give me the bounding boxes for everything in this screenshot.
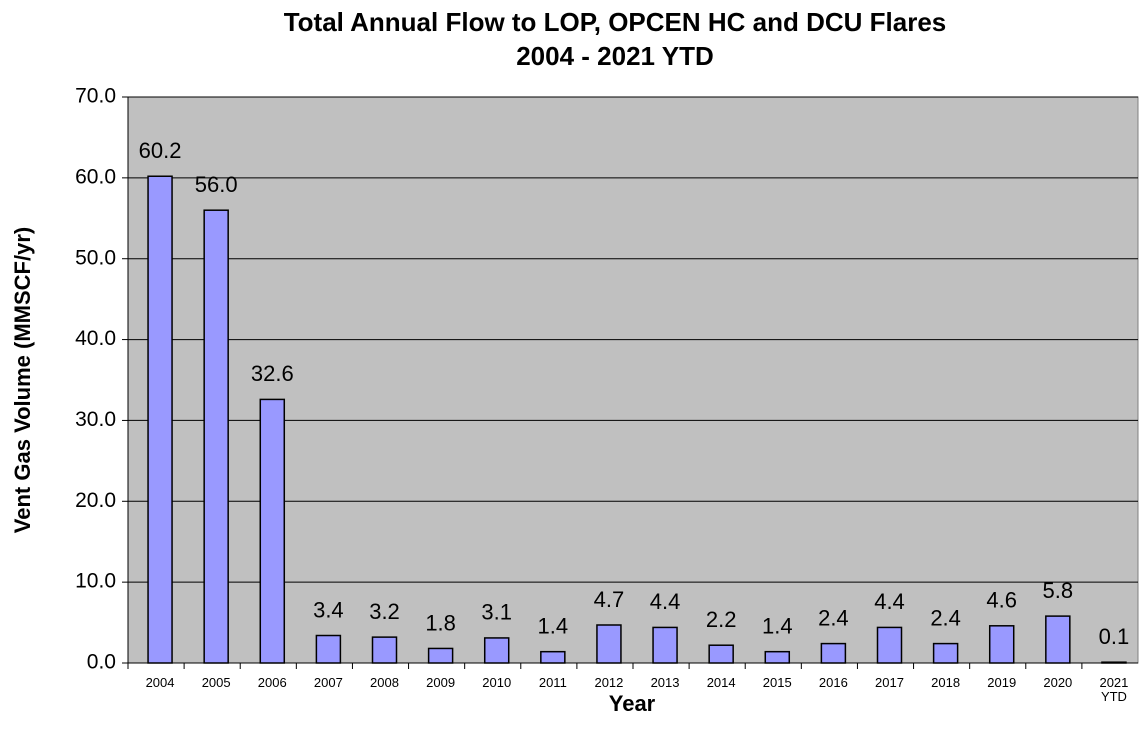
x-tick-label: 2005: [201, 675, 231, 690]
value-label: 2.4: [818, 605, 849, 630]
x-tick-label: 2017: [875, 675, 904, 690]
y-tick-label: 50.0: [75, 246, 116, 269]
bar: [596, 624, 622, 664]
chart-subtitle: 2004 - 2021 YTD: [516, 41, 714, 71]
x-tick-label: 2021 YTD: [1099, 675, 1129, 704]
bar: [876, 626, 903, 664]
bar: [259, 398, 286, 664]
y-tick-label: 40.0: [75, 327, 116, 350]
x-tick-label: 2013: [650, 675, 680, 690]
y-tick-label: 10.0: [75, 570, 116, 593]
value-label: 5.8: [1043, 578, 1074, 603]
bar: [315, 634, 342, 664]
plot-area: [127, 96, 1139, 664]
x-tick-label: 2006: [257, 675, 287, 690]
value-label: 60.2: [139, 138, 182, 163]
bar: [988, 625, 1015, 664]
value-label: 3.1: [481, 600, 512, 625]
x-tick-label: 2008: [370, 675, 399, 690]
value-label: 32.6: [251, 361, 294, 386]
value-label: 56.0: [195, 172, 238, 197]
bar: [540, 650, 566, 664]
x-tick-label: 2012: [594, 675, 624, 690]
bar: [147, 175, 173, 664]
value-label: 4.4: [650, 589, 681, 614]
bar: [764, 650, 791, 664]
x-tick-label: 2010: [482, 675, 512, 690]
value-label: 4.7: [594, 587, 625, 612]
value-label: 3.4: [313, 597, 344, 622]
value-label: 4.6: [986, 588, 1017, 613]
x-tick-label: 2020: [1043, 675, 1073, 690]
value-label: 0.1: [1099, 624, 1130, 649]
y-tick-label: 30.0: [75, 408, 116, 431]
y-tick-label: 70.0: [75, 85, 116, 108]
bar: [820, 642, 847, 664]
x-axis-label: Year: [609, 691, 656, 716]
y-tick-label: 0.0: [87, 651, 116, 674]
bar: [1045, 615, 1071, 664]
bar: [1101, 661, 1127, 664]
y-tick-label: 60.0: [75, 165, 116, 188]
bar: [483, 637, 510, 664]
x-tick-label: 2019: [987, 675, 1017, 690]
x-tick-label: 2016: [818, 675, 848, 690]
y-tick-label: 20.0: [75, 489, 116, 512]
bar: [708, 644, 734, 664]
bar: [203, 209, 229, 664]
value-label: 1.8: [425, 610, 456, 635]
chart-title: Total Annual Flow to LOP, OPCEN HC and D…: [284, 7, 947, 37]
x-tick-label: 2018: [931, 675, 961, 690]
value-label: 4.4: [874, 589, 905, 614]
x-tick-label: 2011: [538, 675, 567, 690]
value-label: 1.4: [762, 613, 793, 638]
value-label: 3.2: [369, 599, 400, 624]
bar: [371, 636, 398, 664]
y-axis-label: Vent Gas Volume (MMSCF/yr): [10, 227, 35, 533]
value-label: 1.4: [538, 613, 569, 638]
bar: [932, 642, 959, 664]
x-tick-label: 2009: [426, 675, 456, 690]
x-tick-label: 2015: [762, 675, 792, 690]
bar: [427, 647, 454, 664]
x-tick-label: 2014: [706, 675, 736, 690]
value-label: 2.4: [930, 605, 961, 630]
value-label: 2.2: [706, 607, 737, 632]
bar: [652, 626, 678, 664]
x-tick-label: 2004: [145, 675, 175, 690]
x-tick-label: 2007: [313, 675, 343, 690]
